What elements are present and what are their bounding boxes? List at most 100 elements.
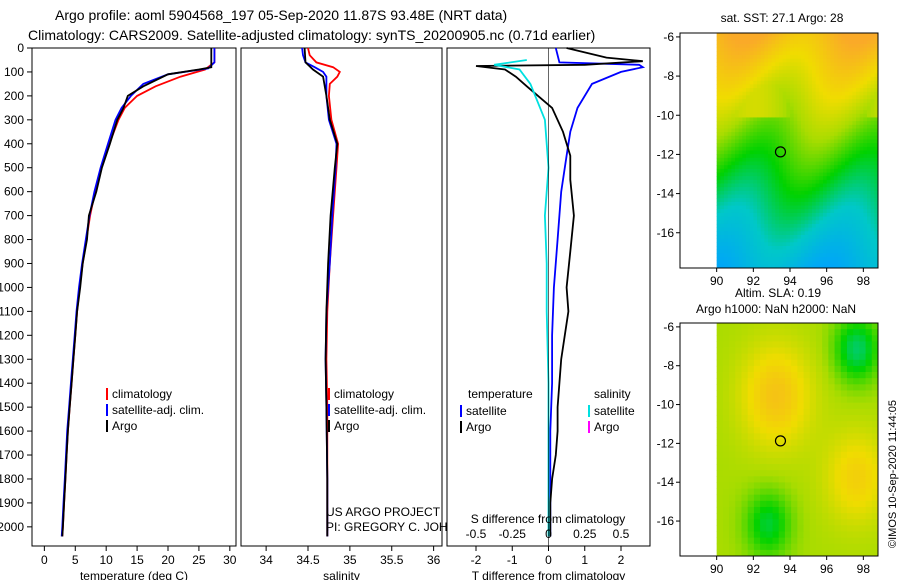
- sst_map-cell: [775, 143, 780, 148]
- sla_map-cell: [871, 494, 879, 502]
- sla_map-cell: [865, 470, 873, 477]
- sst_map-cell: [808, 51, 813, 56]
- sst_map-cell: [760, 249, 765, 254]
- sla_map-cell: [846, 476, 854, 483]
- difference-salinity-legend-label: Argo: [594, 420, 620, 434]
- sla_map-cell: [840, 531, 848, 538]
- sst_map-cell: [793, 190, 798, 195]
- sst_map-cell: [845, 66, 850, 71]
- sla_map-cell: [766, 365, 773, 373]
- sla_map-cell: [784, 341, 792, 348]
- sst_map-cell: [841, 143, 846, 148]
- sla_map-cell: [772, 341, 780, 348]
- sst_map-cell: [716, 132, 721, 137]
- sla_map-cell: [772, 390, 780, 397]
- sst_map-cell: [790, 51, 795, 56]
- sst_map-cell: [859, 47, 864, 52]
- sst_map-cell: [845, 183, 850, 188]
- sst_map-cell: [812, 231, 817, 236]
- sst_map-cell: [716, 154, 721, 159]
- sst_map-cell: [786, 172, 791, 177]
- sst_map-cell: [735, 212, 740, 217]
- sst_map-cell: [837, 231, 842, 236]
- sst_map-cell: [856, 55, 861, 60]
- sst_map-cell: [826, 220, 831, 225]
- sla_map-cell: [729, 543, 736, 551]
- sst_map-cell: [786, 176, 791, 181]
- sst_map-cell: [727, 95, 732, 100]
- sla_map-cell: [735, 488, 742, 496]
- sst_map-cell: [797, 253, 802, 258]
- sst_map-cell: [852, 62, 857, 67]
- sla_map-cell: [791, 519, 798, 526]
- sst_map-cell: [812, 47, 817, 52]
- sst_map-cell: [848, 253, 853, 258]
- sla_map-xtick-label: 90: [710, 562, 724, 576]
- sst_map-cell: [775, 238, 780, 243]
- sla_map-cell: [822, 470, 829, 477]
- sst_map-cell: [859, 77, 864, 82]
- sst_map-cell: [746, 242, 751, 247]
- sst_map-cell: [801, 231, 806, 236]
- sst_map-cell: [753, 179, 758, 184]
- sla_map-cell: [760, 365, 767, 373]
- sst_map-cell: [837, 179, 842, 184]
- sst_map-cell: [793, 95, 798, 100]
- sst_map-cell: [735, 143, 740, 148]
- sla_map-cell: [834, 402, 842, 410]
- sst_map-cell: [874, 121, 879, 126]
- sst_map-cell: [771, 223, 776, 229]
- sst_map-cell: [720, 91, 725, 96]
- sst_map-cell: [735, 216, 740, 221]
- sst_map-cell: [859, 256, 864, 262]
- sst_map-cell: [738, 256, 743, 262]
- sla_map-cell: [809, 543, 817, 551]
- sst_map-cell: [797, 88, 802, 93]
- sst_map-cell: [852, 84, 857, 89]
- sla_map-cell: [815, 359, 823, 367]
- sst_map-cell: [757, 245, 762, 251]
- sst_map-cell: [720, 124, 725, 129]
- sla_map-cell: [722, 439, 730, 447]
- sst_map-cell: [845, 209, 850, 214]
- sla_map-cell: [834, 372, 842, 379]
- salinity-xlabel: salinity: [323, 569, 360, 580]
- sla_map-cell: [840, 549, 848, 557]
- sla_map-cell: [859, 427, 866, 434]
- sst_map-cell: [716, 80, 721, 85]
- sst_map-cell: [801, 150, 806, 155]
- sst_map-cell: [819, 234, 824, 240]
- sst_map-cell: [782, 212, 787, 217]
- sst_map-cell: [845, 121, 850, 126]
- sst_map-cell: [753, 73, 758, 78]
- sla_map-cell: [760, 408, 767, 416]
- sst_map-cell: [779, 157, 784, 162]
- sst_map-cell: [735, 51, 740, 56]
- sla_map-cell: [741, 531, 749, 538]
- sst_map-cell: [764, 183, 769, 188]
- sst_map-cell: [731, 227, 736, 232]
- sst_map-cell: [768, 132, 773, 137]
- sla_map-cell: [722, 359, 730, 367]
- sst_map-cell: [746, 249, 751, 254]
- sla_map-cell: [735, 427, 742, 434]
- sst_map-cell: [749, 33, 754, 38]
- sla_map-xtick-label: 96: [820, 562, 834, 576]
- sla_map-cell: [791, 549, 798, 557]
- sla_map-cell: [846, 396, 854, 404]
- sst_map-cell: [823, 146, 828, 151]
- sst_map-cell: [786, 69, 791, 74]
- sst_map-cell: [735, 168, 740, 173]
- sst_map-cell: [760, 113, 765, 118]
- sst_map-cell: [845, 62, 850, 67]
- sla_map-cell: [766, 500, 773, 508]
- sst_map-cell: [749, 44, 754, 49]
- sst_map-cell: [720, 161, 725, 166]
- sst_map-cell: [801, 121, 806, 126]
- sst_map-cell: [764, 139, 769, 144]
- sst_map-cell: [768, 187, 773, 192]
- sst_map-cell: [720, 190, 725, 195]
- sst_map-cell: [768, 172, 773, 177]
- sla_map-cell: [840, 494, 848, 502]
- sst_map-cell: [724, 242, 729, 247]
